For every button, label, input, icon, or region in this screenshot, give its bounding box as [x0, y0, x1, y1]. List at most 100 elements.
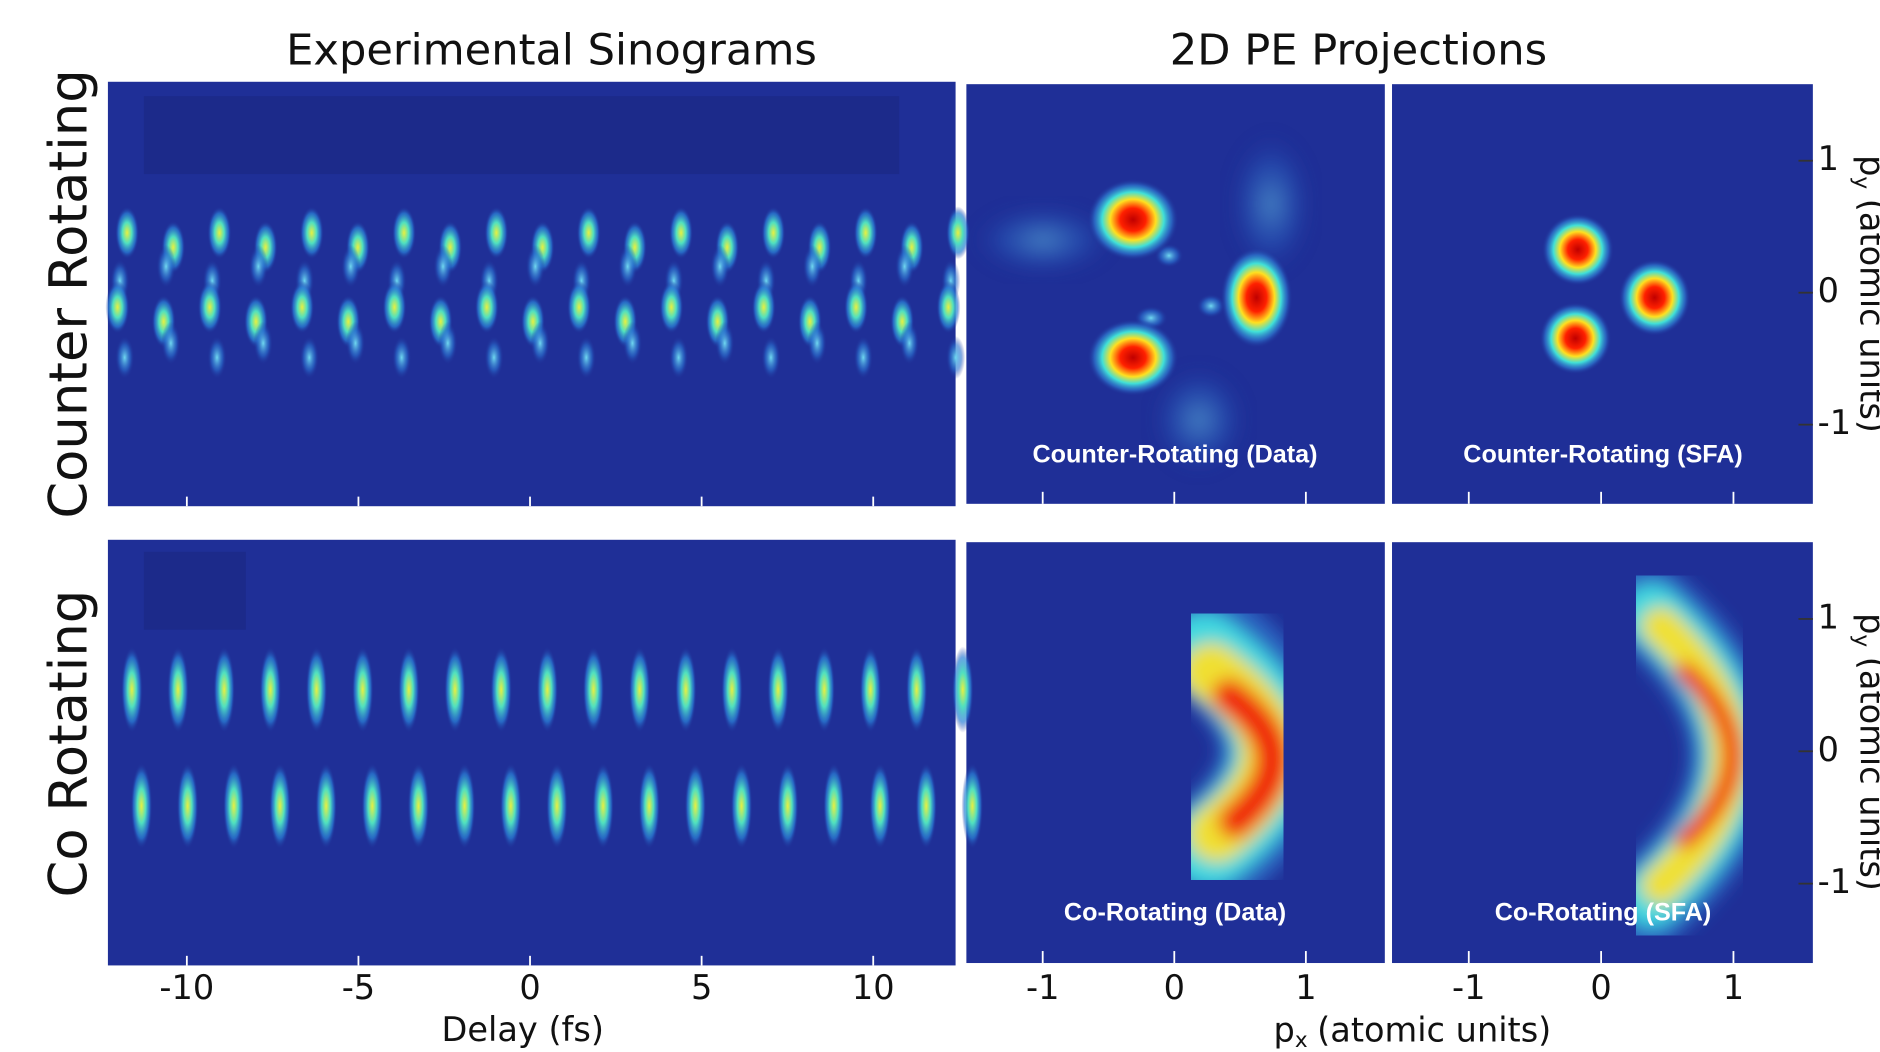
trace: [767, 646, 789, 733]
x-tick-label: -10: [159, 968, 214, 1007]
trace: [823, 762, 845, 850]
counter-data-distribution: [971, 132, 1313, 474]
y-tick-label: -1: [1818, 862, 1851, 901]
x-tick-label: -1: [1452, 968, 1485, 1007]
symbol: p: [1853, 613, 1880, 634]
x-tick-label: 0: [519, 968, 540, 1007]
trace: [659, 280, 684, 334]
trace: [105, 280, 130, 334]
trace: [207, 335, 227, 380]
trace: [115, 335, 135, 380]
trace: [484, 335, 504, 380]
trace: [361, 762, 384, 850]
trace: [684, 762, 707, 850]
trace: [669, 335, 689, 380]
trace: [751, 280, 776, 334]
sinogram-traces: [105, 206, 984, 850]
unit: (atomic units): [1317, 1010, 1551, 1049]
trace: [248, 244, 268, 289]
unit: (atomic units): [1853, 199, 1880, 433]
trace: [207, 206, 232, 260]
x-tick-label: -5: [342, 968, 375, 1007]
trace: [499, 762, 522, 850]
trace: [453, 762, 476, 850]
trace: [899, 321, 920, 365]
column-title: 2D PE Projections: [1170, 26, 1547, 76]
row-label: Co Rotating: [39, 590, 100, 898]
trace: [223, 762, 245, 850]
sinogram-panel: [107, 539, 956, 966]
trace: [936, 280, 961, 334]
trace: [638, 762, 661, 850]
trace: [161, 321, 181, 365]
trace: [407, 762, 430, 850]
trace: [859, 646, 882, 733]
trace: [484, 206, 509, 260]
x-tick-label: 0: [1164, 968, 1185, 1007]
trace: [474, 280, 499, 334]
trace: [961, 762, 984, 850]
y-axis-label: py (atomic units): [1849, 155, 1880, 433]
trace: [115, 206, 140, 260]
trace: [761, 335, 781, 380]
trace: [622, 321, 643, 365]
trace: [715, 321, 735, 365]
trace: [710, 244, 730, 289]
co-sfa-distribution: [1600, 560, 1779, 951]
subscript: y: [1849, 176, 1874, 189]
x-tick-label: 0: [1590, 968, 1611, 1007]
x-tick-label: 10: [852, 968, 895, 1007]
trace: [567, 280, 592, 334]
trace: [618, 244, 638, 289]
y-tick-label: 1: [1818, 139, 1839, 178]
trace: [844, 280, 869, 334]
x-axis-label: Delay (fs): [442, 1010, 604, 1049]
trace: [156, 244, 176, 289]
trace: [438, 321, 458, 365]
trace: [915, 762, 938, 850]
trace: [253, 321, 273, 365]
trace: [530, 321, 550, 365]
y-axis-label: py (atomic units): [1849, 613, 1880, 891]
trace: [345, 321, 366, 365]
trace: [490, 646, 512, 733]
trace: [721, 646, 743, 733]
trace: [351, 646, 374, 733]
y-tick-label: 0: [1818, 271, 1839, 310]
trace: [121, 646, 143, 733]
trace: [802, 244, 822, 289]
y-tick-label: 0: [1818, 730, 1839, 769]
trace: [525, 244, 545, 289]
trace: [675, 646, 697, 733]
unit: (atomic units): [1853, 657, 1880, 891]
trace: [290, 280, 315, 334]
panel-shade: [143, 551, 246, 630]
trace: [945, 206, 970, 260]
x-tick-label: -1: [1026, 968, 1059, 1007]
counter-sfa-distribution: [1539, 213, 1691, 375]
trace: [546, 762, 568, 850]
symbol: p: [1274, 1010, 1295, 1049]
trace: [392, 206, 417, 260]
trace: [213, 646, 235, 733]
trace: [197, 280, 222, 334]
trace: [807, 321, 827, 365]
trace: [444, 646, 466, 733]
trace: [592, 762, 614, 850]
trace: [576, 335, 596, 380]
trace: [315, 762, 337, 850]
trace: [536, 646, 559, 733]
trace: [576, 206, 601, 260]
trace: [167, 646, 189, 733]
trace: [382, 280, 407, 334]
row-label: Counter Rotating: [39, 69, 100, 518]
trace: [776, 762, 799, 850]
x-axis-label: px (atomic units): [1274, 1010, 1552, 1052]
column-title: Experimental Sinograms: [286, 26, 817, 76]
trace: [398, 646, 420, 733]
pe-panel: [1392, 84, 1813, 504]
panel-label: Co-Rotating (SFA): [1495, 899, 1712, 927]
x-tick-label: 1: [1723, 968, 1744, 1007]
trace: [176, 762, 199, 850]
